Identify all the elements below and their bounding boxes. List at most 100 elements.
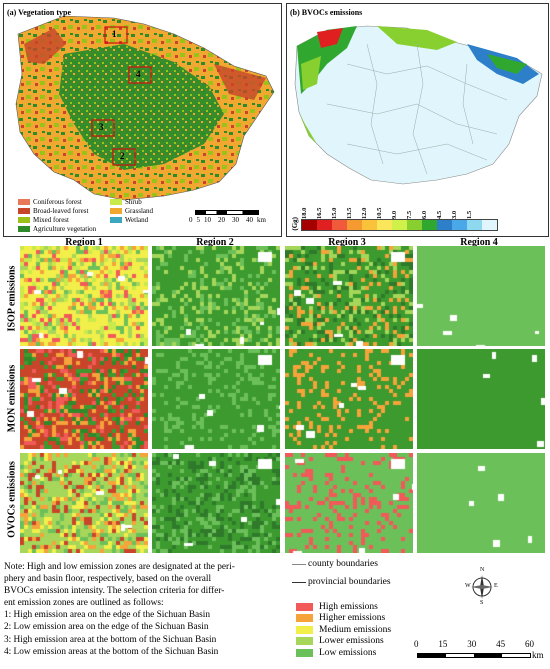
tile-row3-region1: [20, 453, 148, 553]
tile-row1-region2: [152, 246, 280, 346]
bvocs-legend-value: 12.0: [361, 207, 368, 219]
tile-raster: [285, 349, 413, 449]
compass-icon: N S W E: [465, 567, 498, 606]
legend-item-grassland: Grassland: [110, 206, 190, 215]
bvocs-legend-value: 3.0: [451, 210, 458, 219]
region-4-box: [128, 66, 152, 84]
shrub-swatch: [110, 198, 122, 205]
bvocs-legend-swatch: [407, 220, 422, 230]
bvocs-map: [294, 25, 543, 185]
bvocs-legend-swatch: [452, 220, 467, 230]
boundary-legend: county boundaries provincial boundaries: [292, 557, 391, 589]
tile-raster: [417, 453, 545, 553]
legend-item-wetland: Wetland: [110, 215, 190, 224]
region-1-marker: 1: [112, 29, 117, 39]
tile-row3-region3: [285, 453, 413, 553]
bvocs-legend-value: 15.0: [331, 207, 338, 219]
bvocs-legend-swatch: [347, 220, 362, 230]
bvocs-legend-swatch: [482, 220, 497, 230]
coniferous-swatch: [18, 198, 30, 205]
bvocs-legend-swatch: [317, 220, 332, 230]
bvocs-legend-value: 1.5: [466, 210, 473, 219]
region-1-box: [104, 26, 128, 44]
tile-raster: [20, 246, 148, 346]
tile-row2-region1: [20, 349, 148, 449]
tile-row1-region3: [285, 246, 413, 346]
panel-b-title: (b) BVOCs emissions: [290, 8, 363, 17]
bvocs-emissions-panel: (b) BVOCs emissions (Gg) 18.0 16.5 15.0 13.…: [286, 3, 549, 237]
bvocs-legend-swatch: [362, 220, 377, 230]
bvocs-legend-swatch: [467, 220, 482, 230]
tile-row1-region4: [417, 246, 545, 346]
tile-raster: [152, 453, 280, 553]
legend-item-mixed: Mixed forest: [18, 215, 106, 224]
region-3-marker: 3: [99, 122, 104, 132]
region-2-marker: 2: [120, 151, 125, 161]
region-1-title: Region 1: [65, 237, 103, 248]
bvocs-legend-swatch: [437, 220, 452, 230]
bvocs-colorbar: (Gg) 18.0 16.5 15.0 13.5 12.0 10.5 9.0 7.5 6.0 4.…: [291, 201, 498, 231]
wetland-swatch: [110, 216, 122, 223]
tile-raster: [285, 453, 413, 553]
tile-row2-region4: [417, 349, 545, 449]
legend-item-agriculture: Agriculture vegetation: [18, 224, 106, 233]
grassland-swatch: [110, 207, 122, 214]
agriculture-swatch: [18, 225, 30, 232]
panel-a-scale-bar: 0 5 10 20 30 40 km: [189, 210, 274, 232]
bvocs-unit: (Gg): [291, 217, 299, 231]
bvocs-legend-value: 9.0: [391, 210, 398, 219]
bvocs-legend-value: 6.0: [421, 210, 428, 219]
legend-lower: Lower emissions: [296, 636, 391, 648]
tile-row2-region2: [152, 349, 280, 449]
broadleaved-swatch: [18, 207, 30, 214]
provincial-boundary-item: provincial boundaries: [292, 575, 391, 589]
bvocs-legend-value: 18.0: [301, 207, 308, 219]
bvocs-legend-value: 10.5: [376, 207, 383, 219]
tile-raster: [20, 453, 148, 553]
mixed-swatch: [18, 216, 30, 223]
bvocs-legend-swatch: [422, 220, 437, 230]
region-2-title: Region 2: [196, 237, 234, 248]
row-title-isop: ISOP emissions: [6, 265, 18, 332]
bottom-scale-bar: 0 15 30 45 60 km: [414, 639, 544, 660]
legend-low: Low emissions: [296, 647, 391, 659]
tile-raster: [152, 349, 280, 449]
tile-raster: [152, 246, 280, 346]
legend-item-shrub: Shrub: [110, 197, 190, 206]
legend-item-broadleaved: Broad-leaved forest: [18, 206, 106, 215]
note-text: Note: High and low emission zones are de…: [4, 562, 235, 657]
bvocs-legend-swatch: [302, 220, 317, 230]
tile-row2-region3: [285, 349, 413, 449]
bvocs-legend-value: 13.5: [346, 207, 353, 219]
vegetation-map: [15, 15, 275, 201]
region-3-title: Region 3: [328, 237, 366, 248]
region-4-title: Region 4: [460, 237, 498, 248]
legend-medium: Medium emissions: [296, 624, 391, 636]
vegetation-map-panel: (a) Vegetation type 1 4 3 2: [3, 3, 282, 237]
bvocs-legend-swatch: [332, 220, 347, 230]
legend-item-coniferous: Coniferous forest: [18, 197, 106, 206]
bvocs-legend-value: 16.5: [316, 207, 323, 219]
tile-row3-region4: [417, 453, 545, 553]
row-title-mon: MON emissions: [6, 364, 18, 433]
legend-high: High emissions: [296, 601, 391, 613]
bvocs-legend-value: 4.5: [436, 210, 443, 219]
emission-legend: High emissions Higher emissions Medium e…: [296, 601, 391, 659]
legend-higher: Higher emissions: [296, 613, 391, 625]
region-3-box: [91, 119, 115, 137]
tile-raster: [417, 349, 545, 449]
region-4-marker: 4: [136, 69, 141, 79]
bvocs-legend-value: 7.5: [406, 210, 413, 219]
county-boundary-item: county boundaries: [292, 557, 391, 571]
tile-raster: [417, 246, 545, 346]
panel-a-title: (a) Vegetation type: [7, 8, 71, 17]
tile-raster: [285, 246, 413, 346]
vegetation-legend: Coniferous forest Shrub Broad-leaved for…: [18, 197, 190, 233]
tile-row1-region1: [20, 246, 148, 346]
region-2-box: [112, 148, 136, 166]
bvocs-legend-swatch: [392, 220, 407, 230]
tile-raster: [20, 349, 148, 449]
bvocs-legend-swatch: [377, 220, 392, 230]
tile-row3-region2: [152, 453, 280, 553]
row-title-ovocs: OVOCs emissions: [6, 461, 18, 538]
